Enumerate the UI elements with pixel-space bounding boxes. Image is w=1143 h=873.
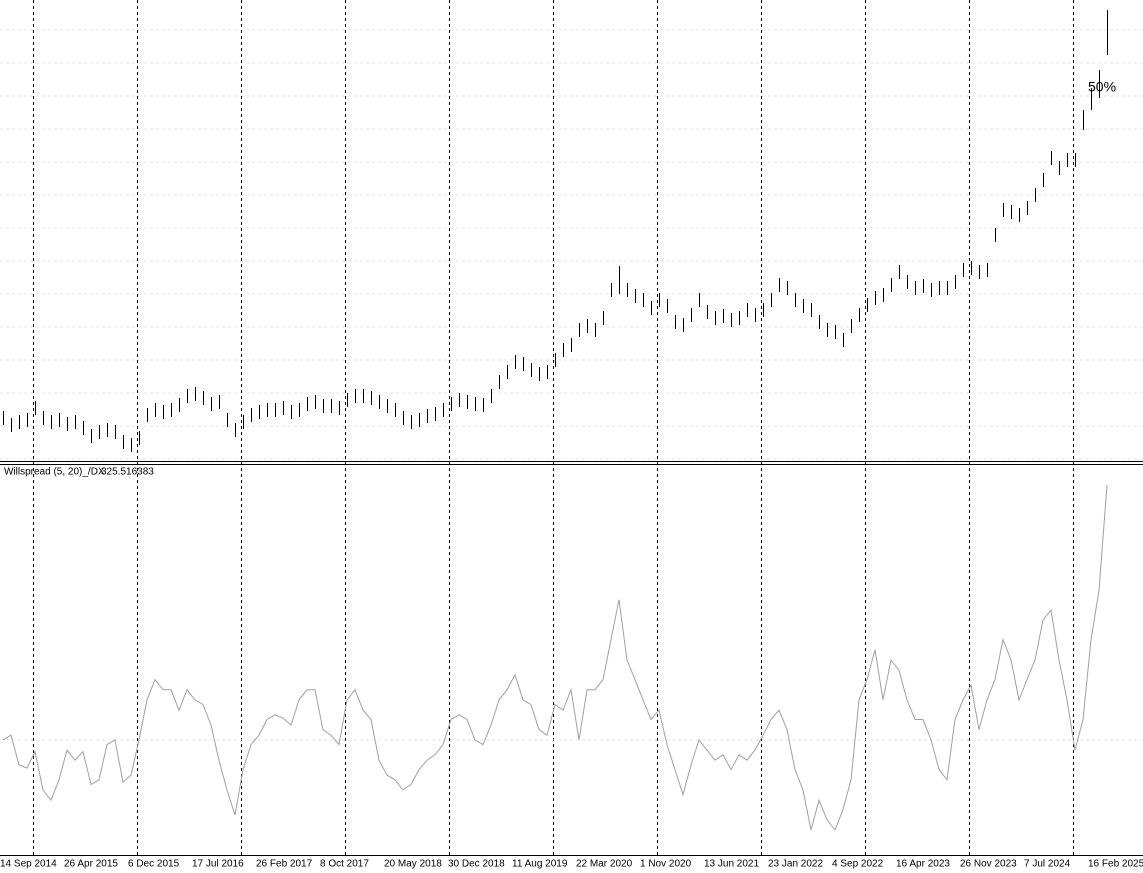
x-tick-label: 13 Jun 2021 [704,859,759,870]
indicator-value: 325.516383 [101,467,154,478]
indicator-name: Willspread (5, 20)_/DX [4,467,105,478]
x-tick-label: 17 Jul 2016 [192,859,244,870]
x-tick-label: 22 Mar 2020 [576,859,633,870]
x-tick-label: 16 Apr 2023 [896,859,950,870]
x-tick-label: 4 Sep 2022 [832,859,884,870]
indicator-line [2,484,1108,831]
x-tick-label: 6 Dec 2015 [128,859,180,870]
annotation: 50% [1088,79,1116,95]
x-tick-label: 20 May 2018 [384,859,442,870]
x-tick-label: 23 Jan 2022 [768,859,823,870]
x-tick-label: 1 Nov 2020 [640,859,692,870]
x-tick-label: 30 Dec 2018 [448,859,505,870]
x-tick-label: 14 Sep 2014 [0,859,57,870]
x-tick-label: 8 Oct 2017 [320,859,369,870]
x-tick-label: 26 Apr 2015 [64,859,118,870]
x-tick-label: 26 Nov 2023 [960,859,1017,870]
x-tick-label: 26 Feb 2017 [256,859,313,870]
x-tick-label: 7 Jul 2024 [1024,859,1071,870]
x-tick-label: 16 Feb 2025 [1088,859,1143,870]
x-tick-label: 11 Aug 2019 [512,859,568,870]
